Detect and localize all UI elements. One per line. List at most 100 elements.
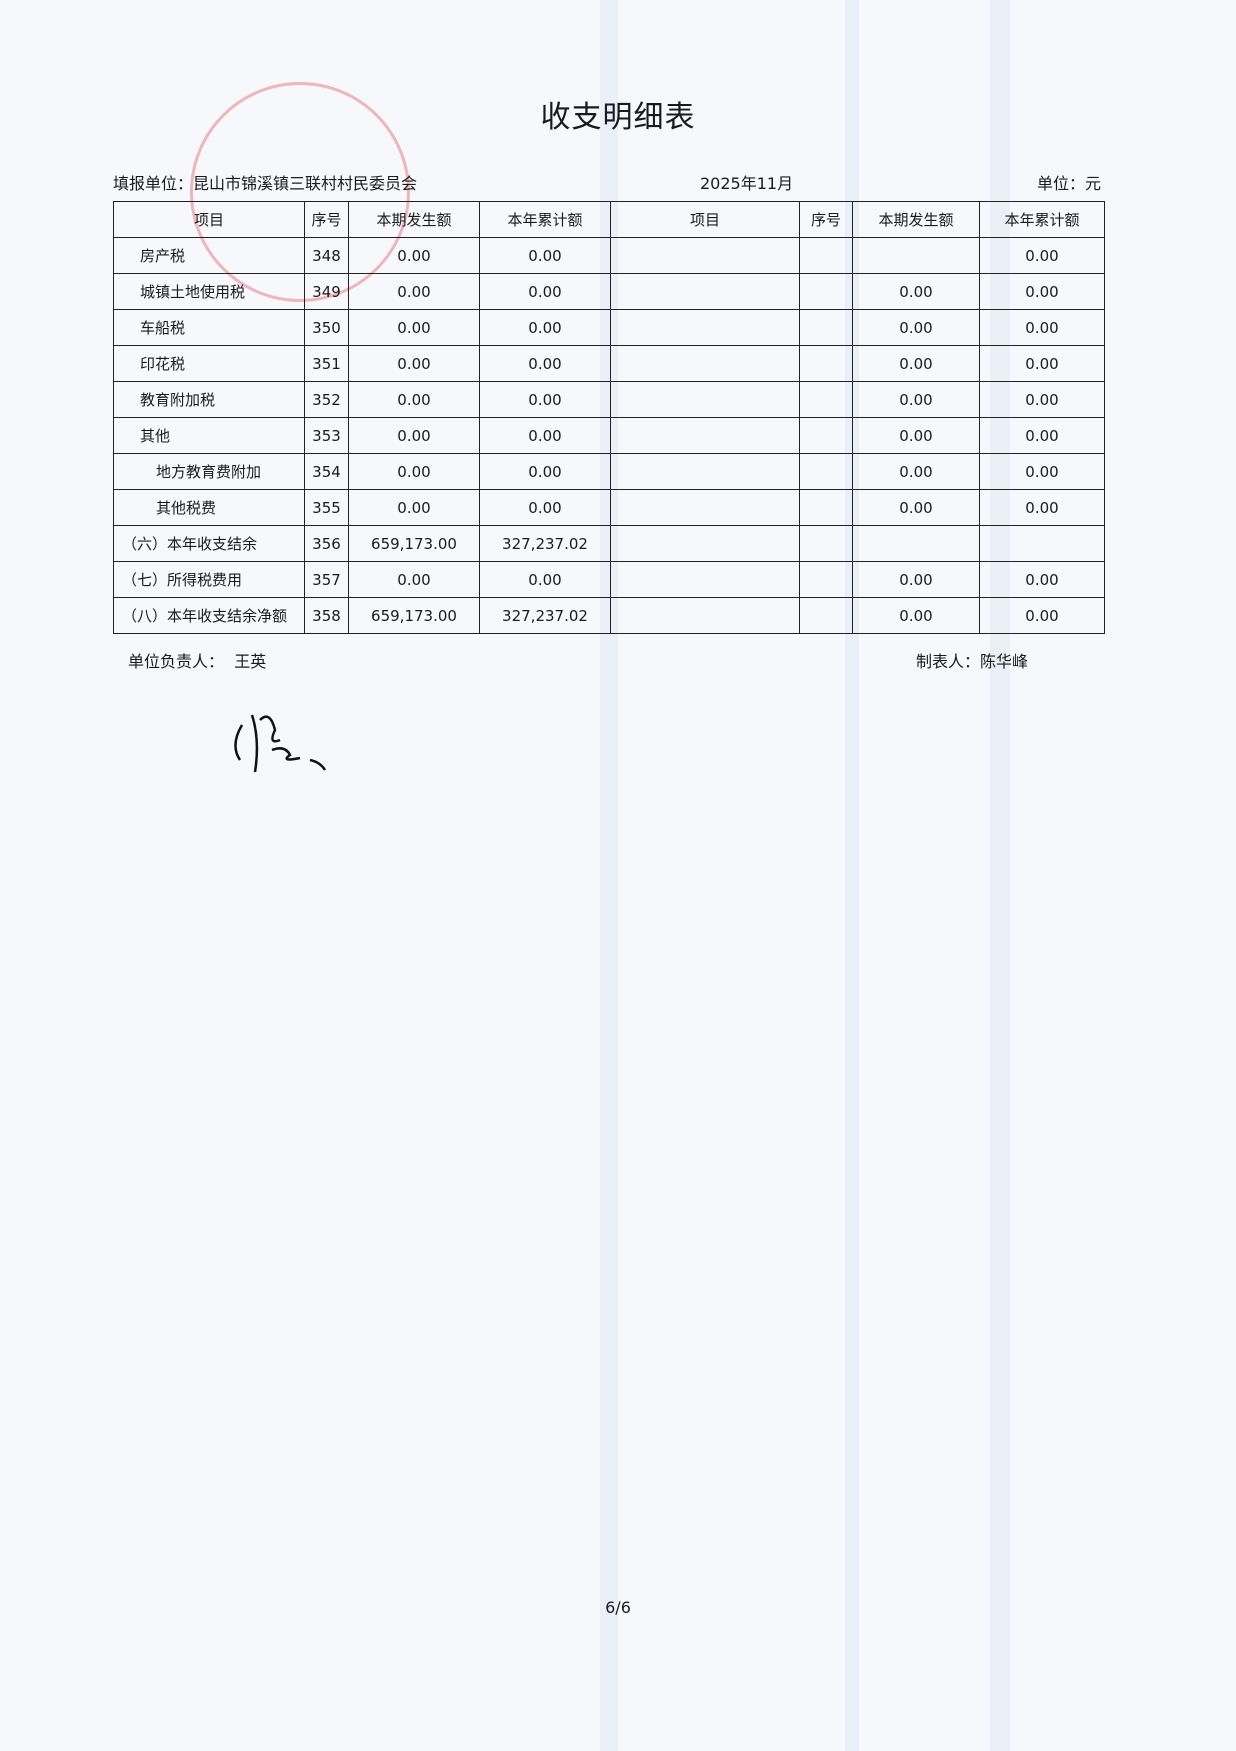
column-header: 序号 [799, 201, 853, 238]
cell-cur: 0.00 [348, 237, 480, 274]
cell-cur: 0.00 [348, 489, 480, 526]
column-header: 序号 [304, 201, 349, 238]
preparer-name: 陈华峰 [980, 652, 1029, 671]
cell-ytd: 0.00 [479, 489, 611, 526]
table-row: 印花税 351 0.00 0.00 0.00 0.00 [113, 345, 1105, 382]
cell-item: （六）本年收支结余 [113, 525, 305, 562]
cell-seq: 354 [304, 453, 349, 490]
table-row: 车船税 350 0.00 0.00 0.00 0.00 [113, 309, 1105, 346]
currency-unit: 单位：元 [1036, 174, 1101, 193]
cell-r-cur: 0.00 [852, 597, 980, 634]
cell-r-item [610, 453, 800, 490]
cell-r-ytd: 0.00 [979, 561, 1105, 598]
cell-cur: 0.00 [348, 561, 480, 598]
cell-seq: 349 [304, 273, 349, 310]
cell-r-item [610, 237, 800, 274]
cell-ytd: 0.00 [479, 453, 611, 490]
cell-r-cur: 0.00 [852, 309, 980, 346]
column-header: 项目 [610, 201, 800, 238]
table-row: （七）所得税费用 357 0.00 0.00 0.00 0.00 [113, 561, 1105, 598]
cell-ytd: 0.00 [479, 273, 611, 310]
cell-ytd: 0.00 [479, 561, 611, 598]
cell-seq: 356 [304, 525, 349, 562]
handwritten-signature [234, 714, 327, 773]
cell-item: （八）本年收支结余净额 [113, 597, 305, 634]
cell-r-item [610, 561, 800, 598]
cell-r-cur: 0.00 [852, 381, 980, 418]
cell-r-item [610, 309, 800, 346]
cell-r-seq [799, 273, 853, 310]
cell-r-item [610, 381, 800, 418]
reporting-unit: 填报单位：昆山市锦溪镇三联村村民委员会 [113, 174, 418, 193]
table-row: 其他税费 355 0.00 0.00 0.00 0.00 [113, 489, 1105, 526]
column-header: 本期发生额 [852, 201, 980, 238]
cell-r-cur: 0.00 [852, 561, 980, 598]
cell-item: 教育附加税 [113, 381, 305, 418]
cell-r-item [610, 273, 800, 310]
cell-r-ytd: 0.00 [979, 489, 1105, 526]
cell-r-ytd: 0.00 [979, 417, 1105, 454]
cell-r-cur [852, 237, 980, 274]
cell-r-seq [799, 237, 853, 274]
period: 2025年11月 [700, 174, 794, 193]
cell-cur: 659,173.00 [348, 525, 480, 562]
cell-r-seq [799, 417, 853, 454]
cell-r-item [610, 417, 800, 454]
cell-r-seq [799, 597, 853, 634]
preparer-label: 制表人： [916, 652, 981, 671]
cell-seq: 358 [304, 597, 349, 634]
cell-seq: 357 [304, 561, 349, 598]
cell-r-ytd: 0.00 [979, 597, 1105, 634]
cell-r-seq [799, 453, 853, 490]
cell-r-item [610, 345, 800, 382]
cell-r-ytd: 0.00 [979, 453, 1105, 490]
cell-r-ytd: 0.00 [979, 237, 1105, 274]
cell-cur: 0.00 [348, 345, 480, 382]
column-header: 本期发生额 [348, 201, 480, 238]
cell-r-item [610, 525, 800, 562]
cell-r-seq [799, 381, 853, 418]
cell-item: 印花税 [113, 345, 305, 382]
table-row: 地方教育费附加 354 0.00 0.00 0.00 0.00 [113, 453, 1105, 490]
cell-r-ytd: 0.00 [979, 345, 1105, 382]
head-name: 王英 [234, 652, 267, 671]
cell-seq: 352 [304, 381, 349, 418]
cell-cur: 0.00 [348, 417, 480, 454]
cell-item: 房产税 [113, 237, 305, 274]
cell-r-item [610, 597, 800, 634]
page-number: 6/6 [605, 1598, 631, 1617]
table-row: （六）本年收支结余 356 659,173.00 327,237.02 [113, 525, 1105, 562]
cell-r-cur: 0.00 [852, 345, 980, 382]
cell-r-seq [799, 525, 853, 562]
table-row: 房产税 348 0.00 0.00 0.00 [113, 237, 1105, 274]
column-header: 本年累计额 [479, 201, 611, 238]
cell-r-ytd [979, 525, 1105, 562]
cell-item: 车船税 [113, 309, 305, 346]
cell-r-cur [852, 525, 980, 562]
cell-seq: 351 [304, 345, 349, 382]
cell-r-seq [799, 489, 853, 526]
table-row: （八）本年收支结余净额 358 659,173.00 327,237.02 0.00 0.… [113, 597, 1105, 634]
cell-r-ytd: 0.00 [979, 309, 1105, 346]
cell-r-cur: 0.00 [852, 417, 980, 454]
head-label: 单位负责人： [128, 652, 225, 671]
cell-item: 城镇土地使用税 [113, 273, 305, 310]
cell-ytd: 0.00 [479, 237, 611, 274]
cell-r-seq [799, 345, 853, 382]
cell-cur: 0.00 [348, 273, 480, 310]
page-title: 收支明细表 [540, 100, 696, 135]
cell-r-ytd: 0.00 [979, 273, 1105, 310]
cell-r-seq [799, 309, 853, 346]
table-row: 城镇土地使用税 349 0.00 0.00 0.00 0.00 [113, 273, 1105, 310]
cell-ytd: 327,237.02 [479, 597, 611, 634]
cell-item: 地方教育费附加 [113, 453, 305, 490]
cell-ytd: 0.00 [479, 345, 611, 382]
cell-ytd: 0.00 [479, 381, 611, 418]
cell-seq: 353 [304, 417, 349, 454]
cell-r-cur: 0.00 [852, 489, 980, 526]
cell-cur: 659,173.00 [348, 597, 480, 634]
cell-item: 其他税费 [113, 489, 305, 526]
cell-r-item [610, 489, 800, 526]
cell-ytd: 0.00 [479, 417, 611, 454]
cell-ytd: 0.00 [479, 309, 611, 346]
